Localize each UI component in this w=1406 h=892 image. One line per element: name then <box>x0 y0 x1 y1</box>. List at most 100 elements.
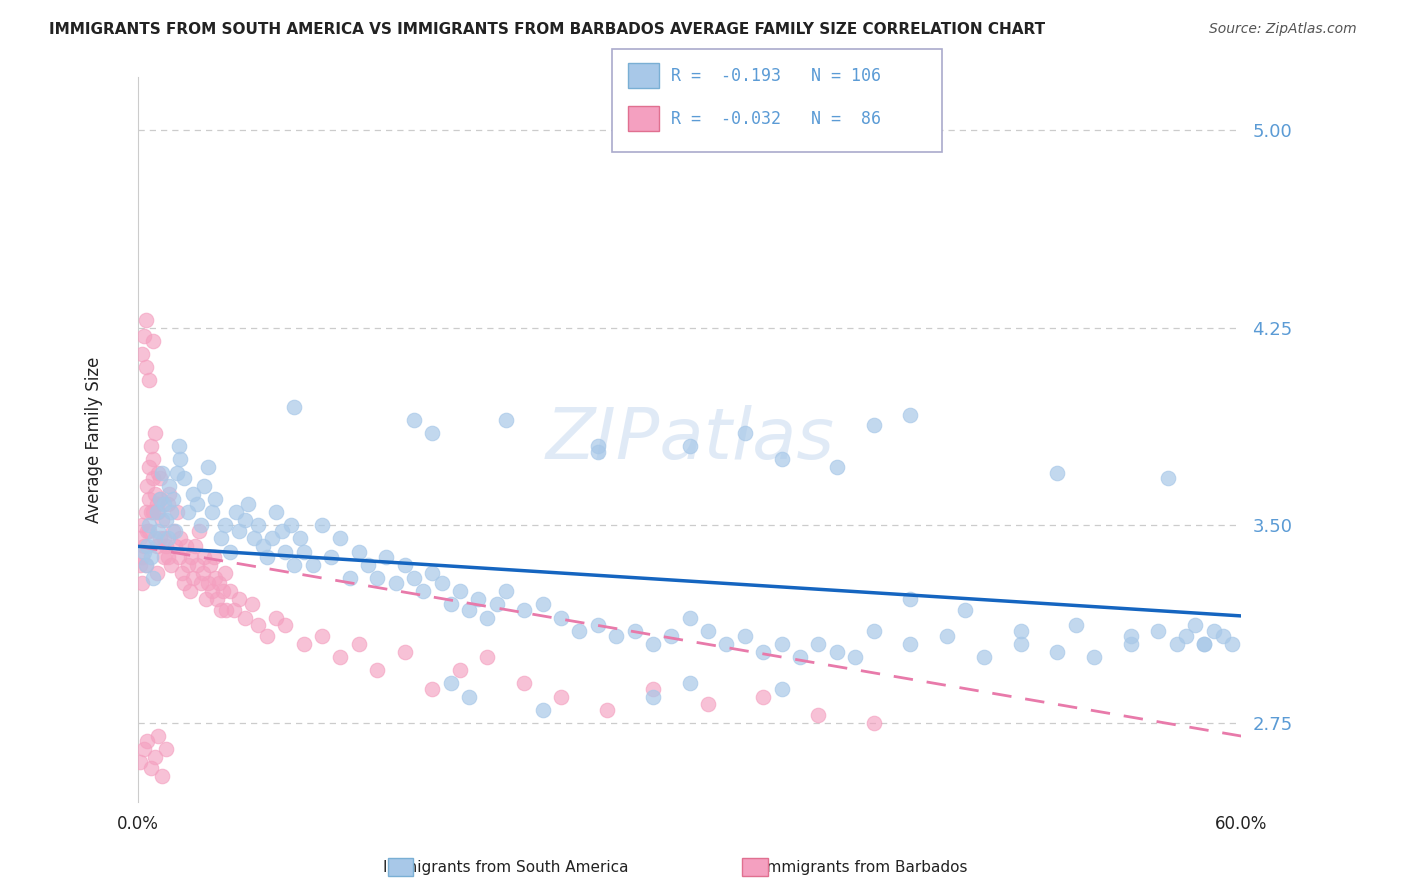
Point <box>596 703 619 717</box>
Point <box>274 544 297 558</box>
Point <box>145 497 167 511</box>
Point <box>143 426 166 441</box>
Point <box>228 524 250 538</box>
Point <box>225 505 247 519</box>
Point <box>181 486 204 500</box>
Point <box>440 597 463 611</box>
Point <box>131 347 153 361</box>
Point <box>256 629 278 643</box>
Point <box>752 645 775 659</box>
Point <box>156 532 179 546</box>
Point <box>148 524 170 538</box>
Point <box>898 408 921 422</box>
Point <box>430 576 453 591</box>
Text: Source: ZipAtlas.com: Source: ZipAtlas.com <box>1209 22 1357 37</box>
Point <box>138 491 160 506</box>
Point <box>292 544 315 558</box>
Point <box>139 549 162 564</box>
Point <box>155 513 177 527</box>
Point <box>169 532 191 546</box>
Text: ZIPatlas: ZIPatlas <box>546 405 834 475</box>
Point <box>513 676 536 690</box>
Point <box>136 734 159 748</box>
Point <box>301 558 323 572</box>
Point <box>495 584 517 599</box>
Point <box>1220 637 1243 651</box>
Point <box>550 690 572 704</box>
Point <box>184 540 207 554</box>
Point <box>135 313 157 327</box>
Point <box>586 444 609 458</box>
Point <box>193 549 215 564</box>
Point <box>148 466 170 480</box>
Point <box>222 602 245 616</box>
Point <box>1010 637 1032 651</box>
Point <box>252 540 274 554</box>
Point <box>139 761 162 775</box>
Point <box>936 629 959 643</box>
Point <box>1175 629 1198 643</box>
Point <box>167 439 190 453</box>
Point <box>973 650 995 665</box>
Point <box>155 742 177 756</box>
Point <box>129 558 152 572</box>
Point <box>162 491 184 506</box>
Point <box>204 491 226 506</box>
Point <box>280 518 302 533</box>
Point <box>1083 650 1105 665</box>
Point <box>142 334 165 348</box>
Point <box>1194 637 1216 651</box>
Point <box>153 549 176 564</box>
Point <box>641 637 664 651</box>
Point <box>734 426 756 441</box>
Point <box>1194 637 1216 651</box>
Point <box>243 532 266 546</box>
Point <box>495 413 517 427</box>
Point <box>825 460 848 475</box>
Point <box>201 584 224 599</box>
Point <box>149 491 172 506</box>
Point <box>214 566 236 580</box>
Point <box>149 491 172 506</box>
Point <box>477 650 499 665</box>
Point <box>1046 466 1069 480</box>
Point <box>209 532 232 546</box>
Point <box>862 624 884 638</box>
Point <box>256 549 278 564</box>
Point <box>752 690 775 704</box>
Point <box>150 768 173 782</box>
Point <box>205 592 228 607</box>
Point <box>197 460 219 475</box>
Point <box>366 663 388 677</box>
Point <box>156 549 179 564</box>
Point <box>191 566 214 580</box>
Text: Immigrants from South America: Immigrants from South America <box>384 860 628 874</box>
Point <box>1212 629 1234 643</box>
Point <box>131 576 153 591</box>
Point <box>412 584 434 599</box>
Point <box>550 610 572 624</box>
Point <box>157 479 180 493</box>
Point <box>138 373 160 387</box>
Point <box>292 637 315 651</box>
Point <box>862 418 884 433</box>
Point <box>329 650 352 665</box>
Point <box>186 558 208 572</box>
Point <box>173 576 195 591</box>
Point <box>219 544 242 558</box>
Point <box>1064 618 1087 632</box>
Point <box>215 602 238 616</box>
Point <box>131 549 153 564</box>
Point <box>347 637 370 651</box>
Point <box>177 505 200 519</box>
Point <box>138 518 160 533</box>
Point <box>167 549 190 564</box>
Point <box>375 549 398 564</box>
Point <box>697 698 720 712</box>
Point <box>283 558 305 572</box>
Point <box>807 708 830 723</box>
Point <box>228 592 250 607</box>
Point <box>449 584 471 599</box>
Point <box>467 592 489 607</box>
Point <box>163 524 186 538</box>
